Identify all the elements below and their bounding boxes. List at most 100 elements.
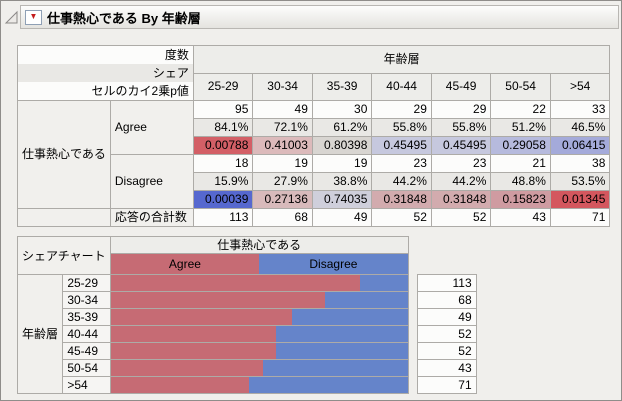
bar-row bbox=[111, 360, 408, 376]
bar-row bbox=[111, 377, 408, 393]
spacer-cell bbox=[408, 254, 417, 275]
spacer-cell bbox=[408, 343, 417, 360]
total-count-cell: 71 bbox=[549, 208, 611, 227]
count-cell: 29 bbox=[371, 100, 432, 119]
spacer-cell bbox=[408, 292, 417, 309]
bar-segment-disagree[interactable] bbox=[276, 343, 408, 359]
row-total-cell: 52 bbox=[416, 342, 477, 360]
column-header: 25-29 bbox=[192, 72, 254, 101]
count-cell: 38 bbox=[549, 154, 611, 173]
bar-segment-agree[interactable] bbox=[111, 309, 293, 325]
age-category-label: 50-54 bbox=[62, 359, 111, 377]
pvalue-cell: 0.00039 bbox=[192, 190, 254, 209]
bar-cell bbox=[109, 274, 409, 292]
total-count-cell: 43 bbox=[490, 208, 551, 227]
row-total-cell: 49 bbox=[416, 308, 477, 326]
bar-segment-agree[interactable] bbox=[111, 360, 263, 376]
bar-cell bbox=[109, 376, 409, 394]
bar-segment-disagree[interactable] bbox=[276, 326, 408, 342]
legend-item-agree[interactable]: Agree bbox=[111, 254, 260, 274]
pvalue-cell: 0.06415 bbox=[549, 136, 611, 155]
stat-labels-header-cell: 度数シェアセルのカイ2乗p値 bbox=[17, 45, 194, 101]
pvalue-cell: 0.31848 bbox=[371, 190, 432, 209]
bar-row bbox=[111, 309, 408, 325]
stat-label: シェア bbox=[18, 64, 193, 82]
share-cell: 55.8% bbox=[371, 118, 432, 137]
bar-cell bbox=[109, 308, 409, 326]
bar-segment-disagree[interactable] bbox=[262, 360, 408, 376]
bar-segment-agree[interactable] bbox=[111, 377, 249, 393]
age-category-label: 25-29 bbox=[62, 274, 111, 292]
spacer-cell bbox=[408, 275, 417, 292]
outline-title-box: ▼ 仕事熱心である By 年齢層 bbox=[20, 5, 619, 29]
spacer-cell bbox=[408, 237, 417, 254]
bar-cell bbox=[109, 359, 409, 377]
bar-segment-agree[interactable] bbox=[111, 326, 277, 342]
row-group-label: 仕事熱心である bbox=[17, 100, 111, 209]
age-category-label: 45-49 bbox=[62, 342, 111, 360]
pvalue-cell: 0.80398 bbox=[311, 136, 373, 155]
age-category-label: 40-44 bbox=[62, 325, 111, 343]
share-cell: 38.8% bbox=[311, 172, 373, 191]
column-header: 30-34 bbox=[252, 72, 313, 101]
pvalue-cell: 0.01345 bbox=[549, 190, 611, 209]
bar-segment-disagree[interactable] bbox=[292, 309, 408, 325]
pvalue-cell: 0.45495 bbox=[371, 136, 432, 155]
total-count-cell: 52 bbox=[430, 208, 492, 227]
bar-segment-disagree[interactable] bbox=[248, 377, 408, 393]
category-label: Disagree bbox=[109, 154, 194, 209]
count-cell: 19 bbox=[252, 154, 313, 173]
legend-item-disagree[interactable]: Disagree bbox=[259, 254, 408, 274]
contingency-table: 度数 シェア セルのカイ2乗p値 年齢層 25-29 30-34 35-39 40-44 45-… bbox=[17, 45, 611, 227]
count-cell: 33 bbox=[549, 100, 611, 119]
total-row-label: 応答の合計数 bbox=[109, 208, 194, 227]
row-total-cell: 71 bbox=[416, 376, 477, 394]
bar-segment-disagree[interactable] bbox=[360, 275, 408, 291]
spacer-cell bbox=[408, 377, 417, 394]
row-total-cell: 43 bbox=[416, 359, 477, 377]
share-cell: 44.2% bbox=[371, 172, 432, 191]
chart-group-header: 仕事熱心である bbox=[109, 236, 409, 254]
share-cell: 46.5% bbox=[549, 118, 611, 137]
category-label: Agree bbox=[109, 100, 194, 155]
red-triangle-menu-button[interactable]: ▼ bbox=[25, 9, 42, 25]
column-header: 40-44 bbox=[371, 72, 432, 101]
share-cell: 53.5% bbox=[549, 172, 611, 191]
bar-row bbox=[111, 343, 408, 359]
spacer-cell bbox=[417, 237, 476, 254]
outline-title-bar: ▼ 仕事熱心である By 年齢層 bbox=[4, 5, 619, 29]
count-cell: 23 bbox=[371, 154, 432, 173]
share-cell: 51.2% bbox=[490, 118, 551, 137]
bar-segment-agree[interactable] bbox=[111, 275, 361, 291]
bar-segment-disagree[interactable] bbox=[324, 292, 408, 308]
share-cell: 61.2% bbox=[311, 118, 373, 137]
stat-label: 度数 bbox=[164, 48, 189, 62]
bar-row bbox=[111, 275, 408, 291]
count-cell: 22 bbox=[490, 100, 551, 119]
bar-segment-agree[interactable] bbox=[111, 343, 277, 359]
disclosure-triangle-icon[interactable] bbox=[4, 10, 19, 25]
bar-cell bbox=[109, 342, 409, 360]
count-cell: 95 bbox=[192, 100, 254, 119]
bar-segment-agree[interactable] bbox=[111, 292, 325, 308]
chart-legend-cell: Agree Disagree bbox=[109, 253, 409, 275]
spacer-cell bbox=[417, 254, 476, 275]
spacer-cell bbox=[408, 309, 417, 326]
count-cell: 30 bbox=[311, 100, 373, 119]
spacer-cell bbox=[408, 360, 417, 377]
pvalue-cell: 0.15823 bbox=[490, 190, 551, 209]
share-chart-header: シェアチャート bbox=[17, 236, 111, 275]
report-title: 仕事熱心である By 年齢層 bbox=[47, 10, 201, 26]
chart-legend: Agree Disagree bbox=[111, 254, 408, 274]
total-count-cell: 49 bbox=[311, 208, 373, 227]
share-cell: 15.9% bbox=[192, 172, 254, 191]
stat-label: セルのカイ2乗p値 bbox=[91, 84, 189, 98]
count-cell: 21 bbox=[490, 154, 551, 173]
count-cell: 19 bbox=[311, 154, 373, 173]
total-count-cell: 113 bbox=[192, 208, 254, 227]
pvalue-cell: 0.74035 bbox=[311, 190, 373, 209]
pvalue-cell: 0.45495 bbox=[430, 136, 492, 155]
total-count-cell: 52 bbox=[371, 208, 432, 227]
axis-group-label: 年齢層 bbox=[16, 274, 64, 394]
